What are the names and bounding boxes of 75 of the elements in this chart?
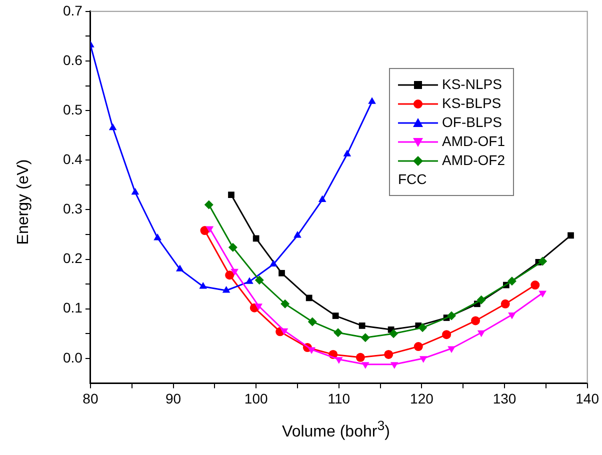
- point: [568, 232, 574, 239]
- point: [389, 329, 398, 338]
- point: [246, 277, 254, 284]
- point: [254, 304, 262, 310]
- point: [108, 123, 117, 130]
- x-tick-label: 100: [244, 390, 268, 406]
- annotation: FCC: [398, 170, 428, 189]
- y-tick-label: 0.2: [62, 250, 83, 266]
- legend-label: AMD-OF2: [442, 151, 505, 170]
- point: [222, 286, 230, 293]
- point: [419, 356, 428, 363]
- point: [280, 299, 290, 308]
- point: [270, 260, 278, 266]
- point: [343, 150, 352, 156]
- point: [418, 323, 428, 332]
- point: [306, 294, 312, 302]
- y-axis-title: Energy (eV): [15, 158, 33, 244]
- point: [228, 242, 238, 252]
- point: [476, 295, 486, 304]
- point: [318, 195, 326, 202]
- y-tick-label: 0.1: [62, 300, 83, 316]
- x-tick-label: 140: [576, 390, 600, 406]
- x-tick-label: 80: [82, 390, 98, 406]
- point: [308, 347, 316, 354]
- point: [447, 311, 456, 320]
- point: [358, 322, 366, 329]
- y-tick-label: 0.5: [62, 101, 83, 118]
- point: [278, 270, 285, 276]
- point: [199, 282, 207, 289]
- legend-label: KS-NLPS: [442, 75, 502, 94]
- point: [225, 270, 234, 280]
- point: [448, 346, 456, 353]
- point: [414, 342, 423, 352]
- y-tick-label: 0.6: [62, 52, 83, 68]
- point: [230, 268, 238, 276]
- legend-label: OF-BLPS: [442, 113, 502, 132]
- point: [356, 352, 365, 362]
- point: [477, 330, 486, 338]
- point: [131, 188, 140, 195]
- point: [390, 362, 398, 369]
- legend-label: AMD-OF1: [442, 132, 505, 151]
- y-tick-label: 0.3: [62, 200, 83, 217]
- point: [538, 290, 546, 298]
- point: [176, 264, 184, 272]
- point: [252, 235, 260, 242]
- x-tick-label: 120: [410, 390, 434, 406]
- point: [384, 350, 394, 359]
- y-tick-label: 0.4: [62, 150, 83, 167]
- point: [334, 328, 343, 338]
- point: [471, 316, 480, 326]
- x-tick-label: 130: [492, 390, 516, 406]
- y-tick-label: 0.7: [62, 2, 83, 18]
- point: [334, 357, 343, 364]
- point: [204, 200, 214, 210]
- x-tick-label: 90: [165, 390, 182, 406]
- point: [507, 276, 516, 286]
- y-tick-label: 0.0: [62, 349, 83, 366]
- point: [332, 312, 339, 319]
- point: [442, 330, 452, 340]
- point: [500, 299, 510, 308]
- point: [361, 362, 370, 369]
- point: [294, 230, 302, 238]
- point: [368, 97, 376, 104]
- legend-label: KS-BLPS: [442, 94, 502, 113]
- point: [360, 333, 370, 342]
- point: [228, 192, 234, 198]
- point: [508, 312, 516, 320]
- x-tick-label: 110: [328, 390, 350, 406]
- point: [538, 256, 548, 266]
- point: [308, 317, 317, 326]
- point: [154, 233, 162, 240]
- point: [530, 280, 540, 290]
- point: [280, 328, 288, 336]
- point: [254, 276, 264, 285]
- x-axis-title: Volume (bohr$^{3}$): [281, 418, 391, 441]
